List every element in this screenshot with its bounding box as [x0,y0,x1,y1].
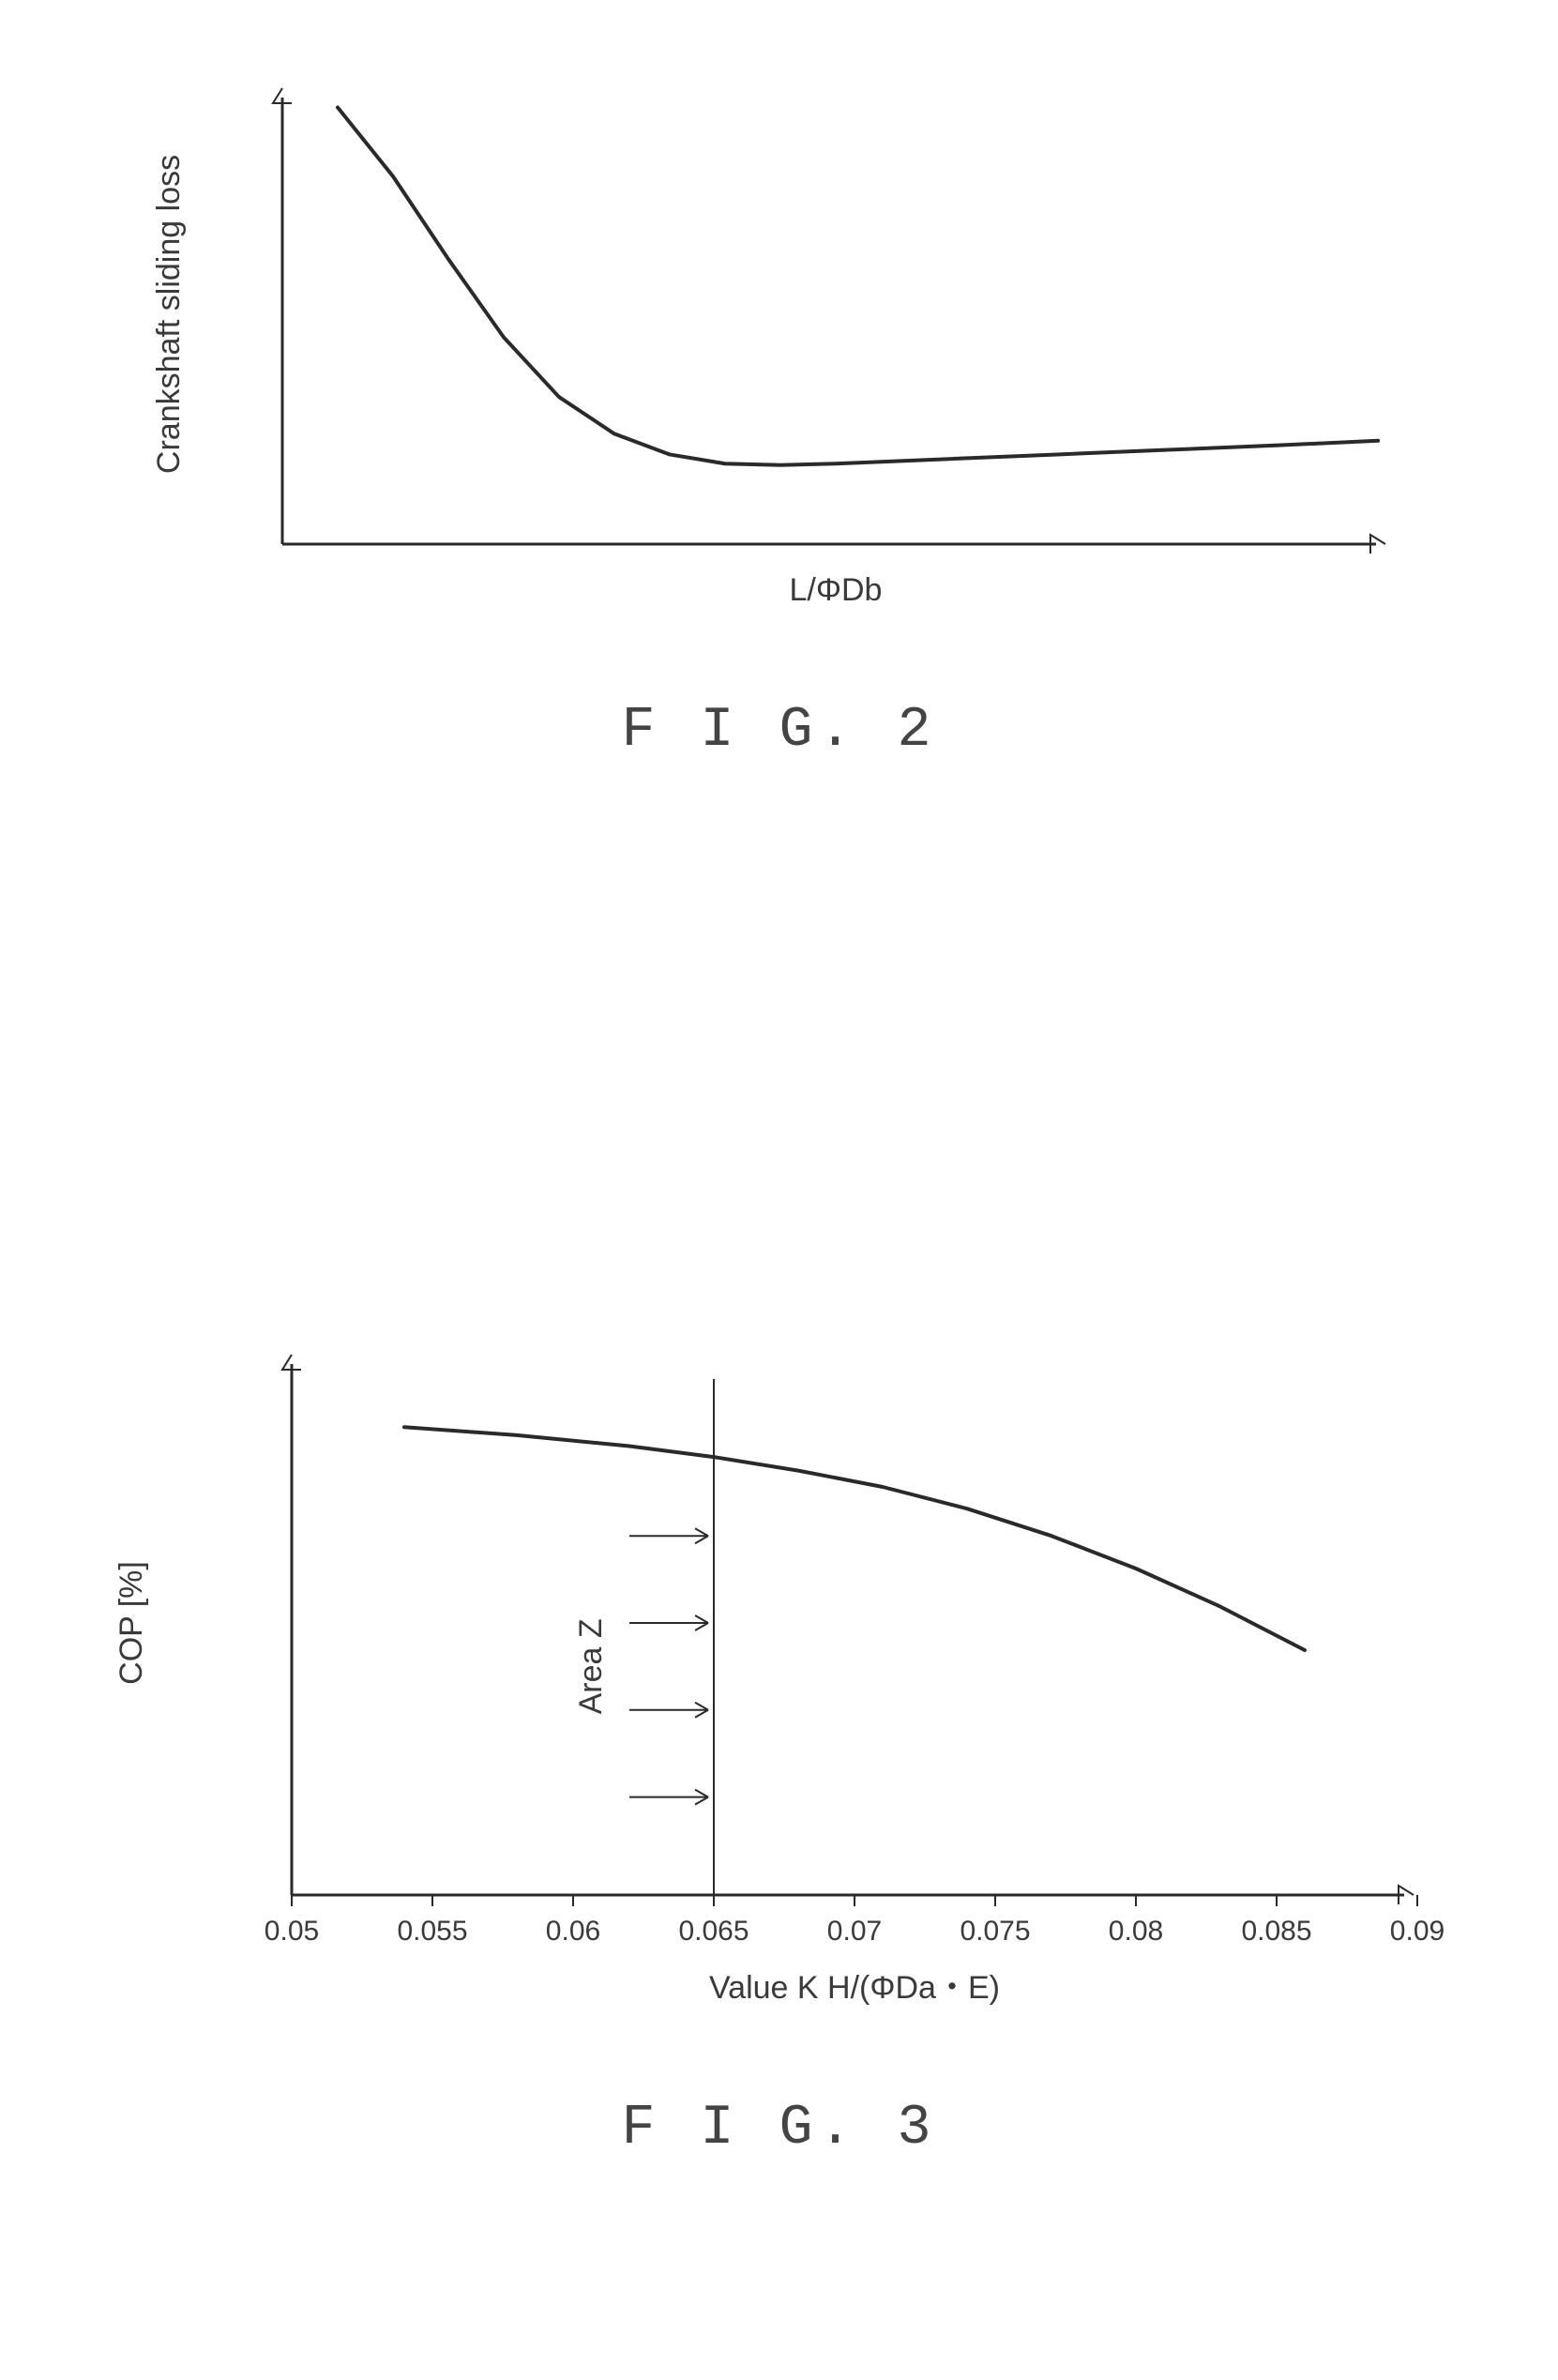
fig2-xlabel: L/ΦDb [789,572,882,608]
fig3-xtick-label: 0.055 [397,1916,467,1947]
fig3-xtick-label: 0.06 [545,1916,599,1947]
fig3-xtick-label: 0.05 [264,1916,318,1947]
fig3-caption: F I G. 3 [76,2097,1483,2160]
fig2-caption: F I G. 2 [123,699,1436,763]
fig2-chart: L/ΦDb Crankshaft sliding loss [123,56,1436,657]
fig3-chart: 0.05 0.055 0.06 0.065 0.07 0.075 0.08 0.085 0.09… [76,1323,1483,2054]
fig3-xtick-label: 0.08 [1108,1916,1162,1947]
fig3-area-label: Area Z [573,1618,609,1714]
fig3-xtick-label: 0.065 [678,1916,749,1947]
fig2-ylabel: Crankshaft sliding loss [151,155,187,474]
fig3-ylabel: COP [%] [113,1561,149,1685]
figure-3-block: 0.05 0.055 0.06 0.065 0.07 0.075 0.08 0.085 0.09… [76,1323,1483,2160]
fig3-xtick-label: 0.085 [1241,1916,1311,1947]
fig3-xlabel: Value K H/(ΦDa・E) [709,1970,1000,2006]
fig3-xtick-label: 0.075 [960,1916,1030,1947]
fig3-xtick-label: 0.07 [826,1916,881,1947]
figure-2-block: L/ΦDb Crankshaft sliding loss F I G. 2 [123,56,1436,763]
page: L/ΦDb Crankshaft sliding loss F I G. 2 0.… [0,0,1558,2380]
fig3-xtick-label: 0.09 [1389,1916,1444,1947]
